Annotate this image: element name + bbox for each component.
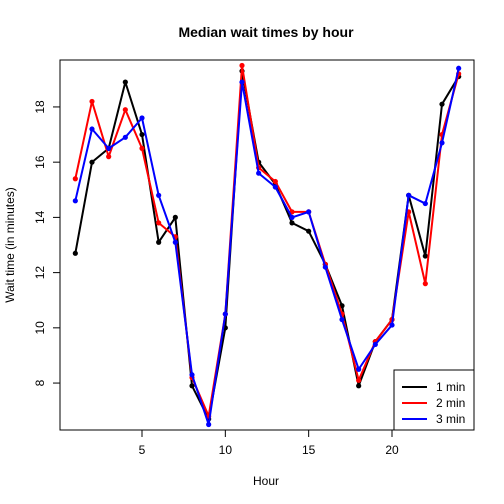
data-point: [172, 239, 178, 245]
data-point: [356, 377, 362, 383]
series-3: [72, 65, 462, 428]
data-point: [122, 79, 128, 85]
data-point: [106, 145, 112, 151]
legend-label: 3 min: [436, 412, 465, 426]
x-tick-label: 15: [302, 443, 316, 457]
data-point: [189, 383, 195, 389]
legend: 1 min 2 min 3 min: [393, 369, 475, 431]
data-point: [89, 98, 95, 105]
data-point: [306, 228, 312, 234]
data-point: [156, 220, 162, 226]
data-point: [206, 421, 212, 428]
data-point: [106, 154, 112, 160]
plot-frame: [59, 59, 475, 431]
data-point: [189, 372, 195, 378]
data-point: [122, 107, 128, 113]
data-point: [422, 253, 428, 259]
y-axis-label: Wait time (in minutes): [3, 187, 17, 303]
data-point: [72, 176, 78, 182]
data-point: [89, 126, 95, 132]
data-point: [122, 134, 128, 140]
series-line: [74, 70, 460, 420]
data-point: [389, 322, 395, 328]
data-point: [222, 311, 228, 317]
x-axis-label: Hour: [253, 474, 279, 488]
data-point: [239, 62, 245, 69]
data-point: [456, 65, 462, 71]
data-point: [439, 140, 445, 146]
y-tick-label: 18: [33, 100, 47, 114]
legend-box: [393, 369, 475, 431]
data-point: [72, 198, 78, 204]
data-point: [356, 383, 362, 389]
data-point: [156, 239, 162, 245]
data-point: [322, 264, 328, 270]
chart-title: Median wait times by hour: [178, 24, 354, 40]
data-point: [256, 170, 262, 176]
data-point: [139, 115, 145, 121]
data-point: [172, 214, 178, 220]
data-point: [272, 184, 278, 190]
data-point: [406, 192, 412, 198]
y-tick-label: 14: [33, 210, 47, 224]
series-layer: [72, 62, 462, 428]
data-point: [289, 214, 295, 220]
y-tick-label: 10: [33, 321, 47, 335]
data-point: [422, 200, 428, 207]
data-point: [339, 316, 345, 323]
data-point: [439, 101, 445, 107]
data-point: [156, 192, 162, 198]
x-tick-label: 5: [139, 443, 146, 457]
data-point: [289, 220, 295, 226]
x-tick-label: 10: [219, 443, 233, 457]
data-point: [306, 209, 312, 215]
data-point: [89, 159, 95, 165]
x-tick-label: 20: [385, 443, 399, 457]
legend-label: 1 min: [436, 380, 465, 394]
data-point: [239, 79, 245, 85]
axes: 5 10 15 20 8 10 12 14 16 18: [33, 100, 399, 457]
data-point: [356, 366, 362, 372]
data-point: [139, 131, 145, 138]
series-line: [74, 64, 460, 418]
data-point: [372, 341, 378, 348]
data-point: [72, 250, 78, 256]
y-tick-label: 8: [33, 379, 47, 386]
y-tick-label: 12: [33, 266, 47, 280]
data-point: [272, 178, 278, 185]
legend-label: 2 min: [436, 396, 465, 410]
data-point: [139, 145, 145, 151]
data-point: [422, 281, 428, 287]
series-line: [74, 68, 460, 426]
y-tick-label: 16: [33, 155, 47, 169]
